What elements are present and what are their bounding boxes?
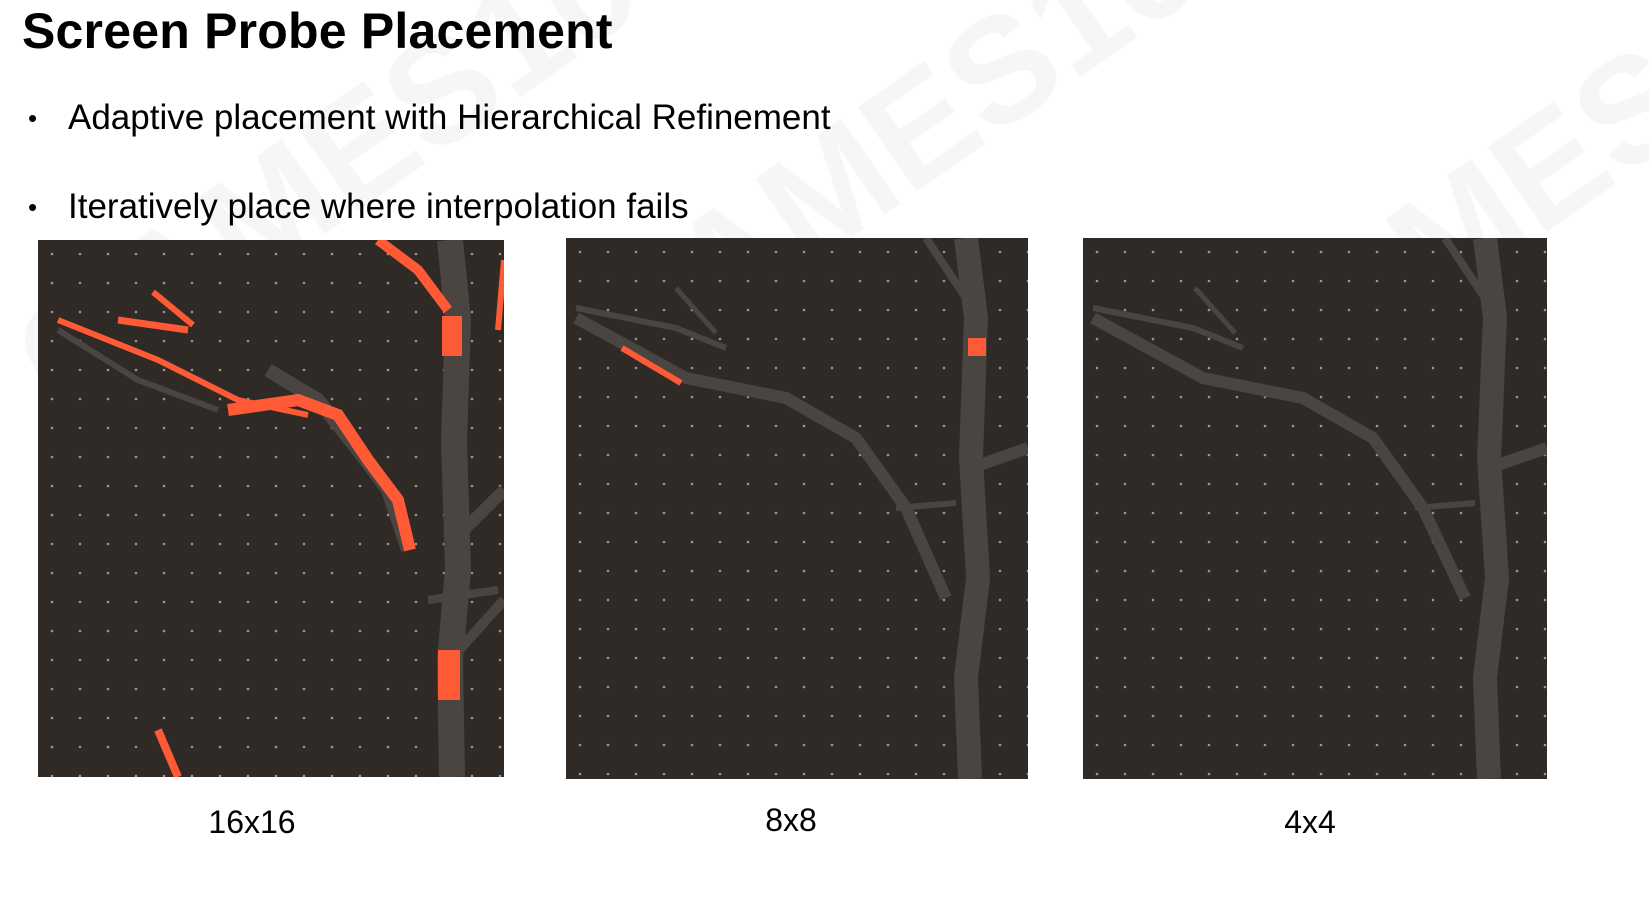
probe-image-4x4 [1083,238,1547,779]
bullet-icon: • [28,191,38,222]
bullet-text: Iteratively place where interpolation fa… [68,187,689,226]
bullet-item: • Adaptive placement with Hierarchical R… [28,98,831,138]
figure-caption: 16x16 [208,804,296,840]
slide-title: Screen Probe Placement [22,3,613,59]
probe-image-16x16 [38,240,504,777]
probe-image-8x8 [566,238,1028,779]
bullet-icon: • [28,102,38,133]
bullet-text: Adaptive placement with Hierarchical Ref… [68,98,831,137]
figure-caption: 4x4 [1284,804,1336,840]
figure-caption: 8x8 [765,802,817,838]
bullet-item: • Iteratively place where interpolation … [28,187,689,227]
